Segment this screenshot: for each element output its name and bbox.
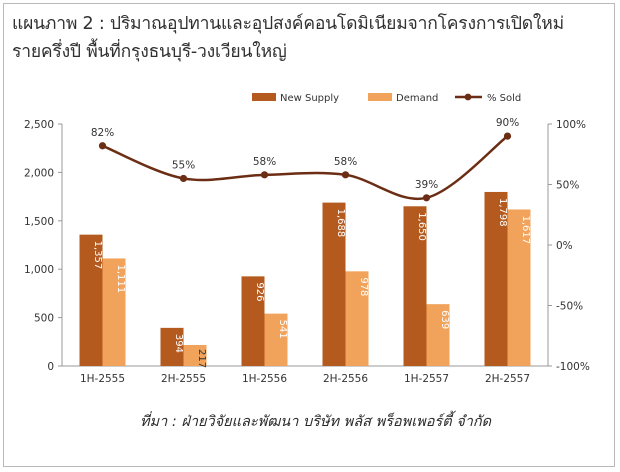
point-percent-sold (503, 132, 512, 140)
bar-new-supply (160, 327, 184, 366)
bar-value-label-supply: 1,357 (92, 241, 103, 270)
x-tick-label: 1H-2556 (242, 373, 287, 385)
legend-label-demand: Demand (396, 93, 438, 104)
y-tick-label: 1,000 (24, 264, 54, 276)
legend-label-new-supply: New Supply (280, 93, 339, 104)
point-percent-sold (422, 194, 431, 202)
bar-value-label-demand: 978 (358, 277, 369, 296)
bar-value-label-supply: 394 (173, 334, 184, 353)
x-tick-label: 1H-2555 (80, 373, 125, 385)
y2-tick-label: -100% (556, 361, 590, 373)
y-tick-label: 500 (34, 313, 54, 325)
x-tick-label: 2H-2556 (323, 373, 368, 385)
bar-demand (183, 344, 207, 366)
x-tick-label: 1H-2557 (404, 373, 449, 385)
bar-demand (426, 304, 450, 366)
legend-marker-percent-sold (464, 93, 472, 101)
bar-new-supply (403, 206, 427, 366)
bar-value-label-demand: 1,617 (520, 215, 531, 244)
x-tick-label: 2H-2557 (485, 373, 530, 385)
bar-value-label-demand: 217 (196, 349, 207, 368)
bar-value-label-demand: 1,111 (115, 264, 126, 293)
y-tick-label: 2,000 (24, 167, 54, 179)
point-label-percent-sold: 39% (415, 179, 438, 191)
chart-title: แผนภาพ 2 : ปริมาณอุปทานและอุปสงค์คอนโดมิ… (12, 14, 564, 34)
bar-demand (507, 209, 531, 366)
source-note: ที่มา : ฝ่ายวิจัยและพัฒนา บริษัท พลัส พร… (140, 414, 492, 430)
y2-tick-label: 50% (556, 180, 579, 192)
chart-subtitle: รายครึ่งปี พื้นที่กรุงธนบุรี-วงเวียนใหญ่ (12, 42, 287, 62)
bar-demand (264, 313, 288, 366)
point-percent-sold (260, 171, 269, 179)
legend-swatch-new-supply (252, 93, 276, 101)
point-percent-sold (98, 142, 107, 150)
point-percent-sold (341, 171, 350, 179)
line-percent-sold (102, 135, 509, 201)
point-label-percent-sold: 82% (91, 127, 114, 139)
point-label-percent-sold: 90% (496, 117, 519, 129)
bar-value-label-supply: 926 (254, 282, 265, 301)
bar-value-label-demand: 541 (277, 320, 288, 339)
y2-tick-label: 100% (556, 119, 586, 131)
bar-new-supply (484, 191, 508, 366)
legend-swatch-demand (368, 93, 392, 101)
bar-value-label-supply: 1,688 (335, 209, 346, 238)
bar-new-supply (241, 276, 265, 366)
point-label-percent-sold: 55% (172, 159, 195, 171)
bar-demand (102, 258, 126, 366)
y2-tick-label: -50% (556, 301, 583, 313)
y-tick-label: 1,500 (24, 216, 54, 228)
x-tick-label: 2H-2555 (161, 373, 206, 385)
point-label-percent-sold: 58% (334, 156, 357, 168)
y-tick-label: 0 (47, 361, 54, 373)
point-label-percent-sold: 58% (253, 156, 276, 168)
y-tick-label: 2,500 (24, 119, 54, 131)
figure-frame (3, 3, 615, 467)
y2-tick-label: 0% (556, 240, 573, 252)
bar-value-label-demand: 639 (439, 310, 450, 329)
bar-demand (345, 271, 369, 366)
bar-value-label-supply: 1,798 (497, 198, 508, 227)
legend-label-percent-sold: % Sold (487, 93, 521, 104)
point-percent-sold (179, 174, 188, 183)
bar-new-supply (79, 234, 103, 366)
bar-value-label-supply: 1,650 (416, 212, 427, 241)
bar-new-supply (322, 202, 346, 366)
